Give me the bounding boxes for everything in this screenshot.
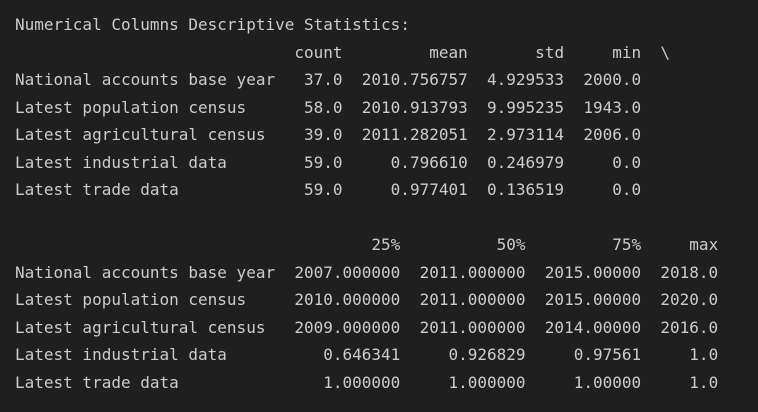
row-label: National accounts base year — [15, 262, 276, 282]
cell: 39.0 — [303, 125, 343, 144]
column-header: mean — [429, 42, 468, 62]
cell: 1943.0 — [583, 97, 642, 117]
cell: 0.136519 — [487, 180, 565, 199]
cell: 0.246979 — [487, 152, 565, 172]
row-label: Latest population census — [15, 97, 247, 117]
cell: 0.646341 — [323, 345, 401, 364]
cell: 2007.000000 — [294, 262, 401, 282]
title: Numerical Columns Descriptive Statistics… — [15, 15, 410, 34]
cell: 2015.00000 — [544, 290, 642, 309]
column-header: std — [535, 42, 565, 62]
cell: 0.796610 — [390, 152, 468, 172]
cell: 2.973114 — [487, 125, 565, 144]
cell: 2016.0 — [660, 317, 719, 337]
cell: 2020.0 — [660, 290, 719, 309]
cell: 9.995235 — [487, 97, 565, 117]
cell: 2015.00000 — [544, 262, 642, 282]
cell: 1.000000 — [323, 372, 401, 392]
cell: 0.926829 — [448, 345, 526, 364]
cell: 59.0 — [303, 180, 343, 199]
continuation-mark: \ — [660, 42, 671, 62]
column-header: max — [689, 235, 719, 254]
cell: 1.00000 — [573, 372, 642, 392]
column-header: 25% — [371, 235, 401, 254]
cell: 59.0 — [303, 152, 343, 172]
cell: 2010.913793 — [361, 97, 468, 117]
row-label: Latest industrial data — [15, 152, 227, 172]
column-header: 50% — [496, 235, 526, 254]
cell: 1.0 — [689, 372, 719, 392]
cell: 4.929533 — [487, 70, 565, 89]
cell: 58.0 — [303, 97, 343, 117]
row-label: Latest industrial data — [15, 345, 227, 364]
row-label: Latest agricultural census — [15, 125, 266, 144]
cell: 2011.282051 — [361, 125, 468, 144]
column-header: count — [294, 42, 343, 62]
cell: 1.000000 — [448, 372, 526, 392]
cell: 0.977401 — [390, 180, 468, 199]
cell: 0.0 — [612, 152, 642, 172]
cell: 0.97561 — [573, 345, 642, 364]
cell: 2009.000000 — [294, 317, 401, 337]
column-header: 75% — [612, 235, 642, 254]
cell: 2011.000000 — [419, 262, 526, 282]
cell: 1.0 — [689, 345, 719, 364]
cell: 2014.00000 — [544, 317, 642, 337]
cell: 2011.000000 — [419, 290, 526, 309]
column-header: min — [612, 42, 642, 62]
cell: 2011.000000 — [419, 317, 526, 337]
row-label: National accounts base year — [15, 70, 276, 89]
row-label: Latest agricultural census — [15, 317, 266, 337]
cell: 2006.0 — [583, 125, 642, 144]
row-label: Latest trade data — [15, 372, 179, 392]
cell: 0.0 — [612, 180, 642, 199]
row-label: Latest trade data — [15, 180, 179, 199]
cell: 2010.000000 — [294, 290, 401, 309]
row-label: Latest population census — [15, 290, 247, 309]
cell: 2010.756757 — [361, 70, 468, 89]
cell: 2000.0 — [583, 70, 642, 89]
cell: 2018.0 — [660, 262, 719, 282]
cell: 37.0 — [303, 70, 343, 89]
